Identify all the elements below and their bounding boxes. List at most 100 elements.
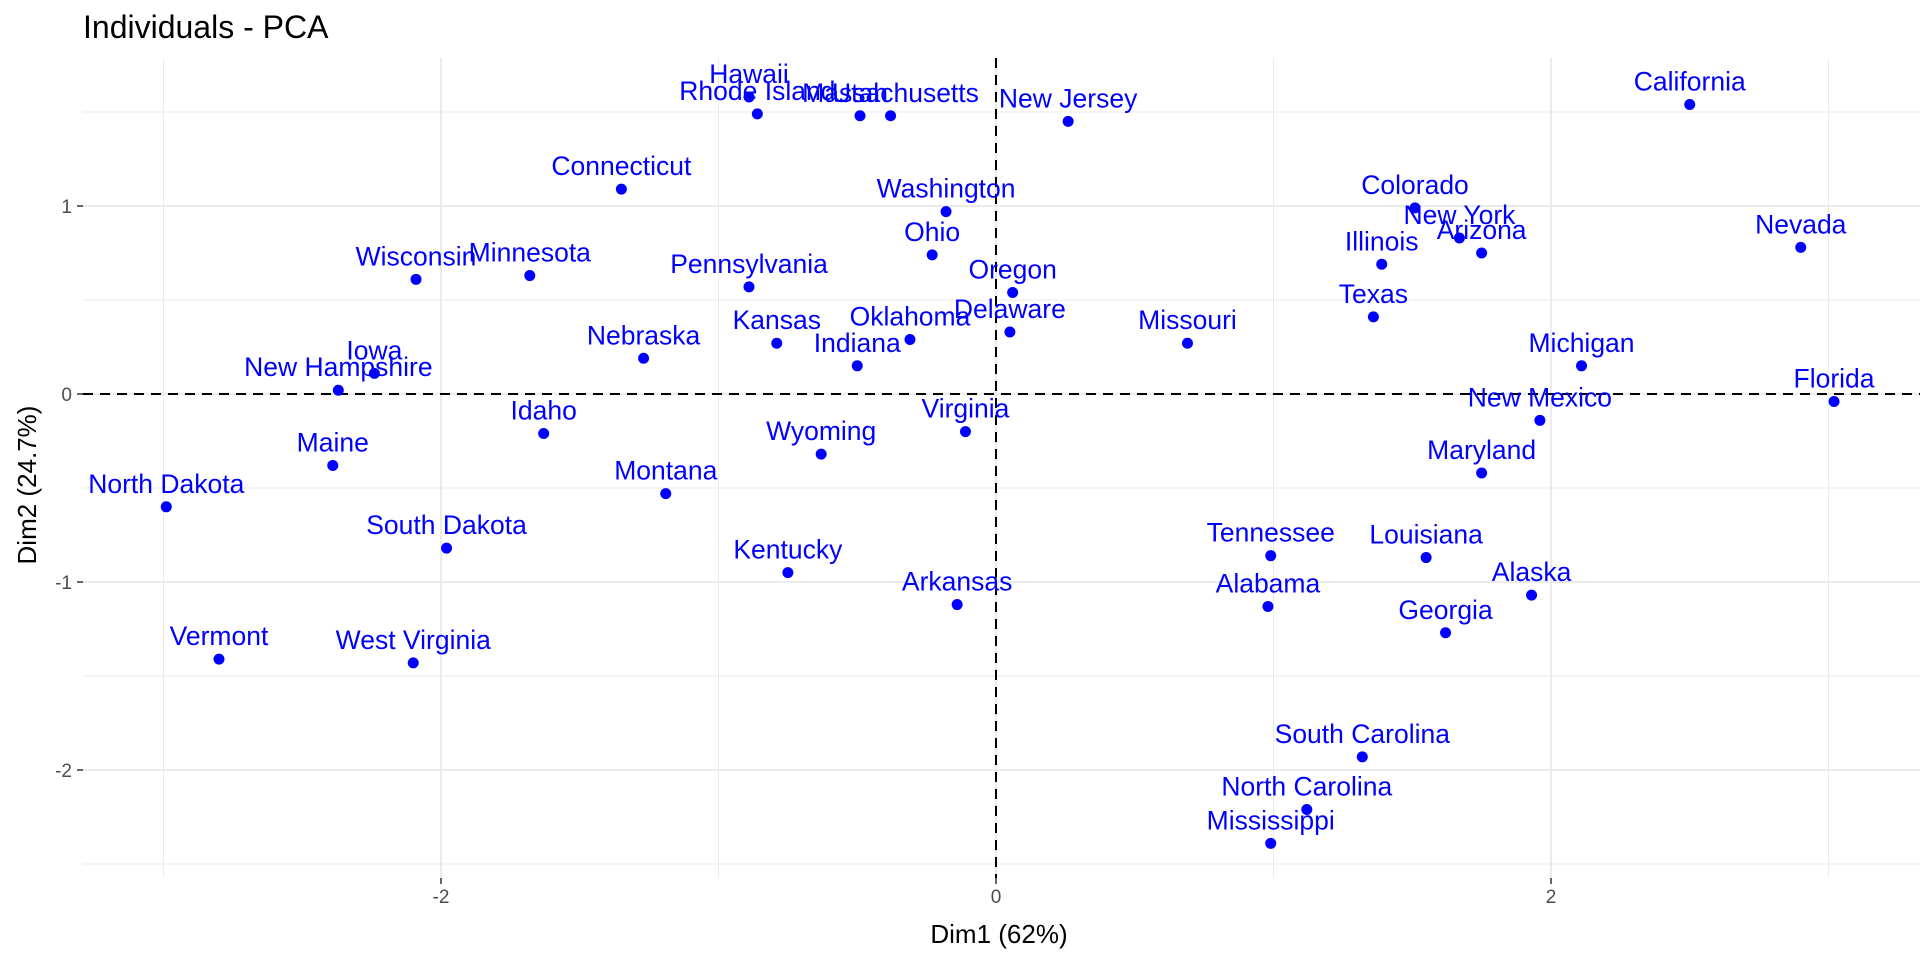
data-point xyxy=(1265,837,1277,849)
point-label: Oregon xyxy=(968,254,1056,284)
data-point xyxy=(815,448,827,460)
data-point xyxy=(660,488,672,500)
point-label: Utah xyxy=(832,78,888,108)
point-label: Minnesota xyxy=(469,238,592,268)
point-label: Maine xyxy=(297,427,369,457)
point-label: Indiana xyxy=(814,328,901,358)
point-label: Nebraska xyxy=(587,320,701,350)
point-label: Montana xyxy=(614,456,717,486)
data-point xyxy=(1265,550,1277,562)
data-point xyxy=(904,333,916,345)
point-label: Florida xyxy=(1794,364,1875,394)
data-point xyxy=(1476,467,1488,479)
data-point xyxy=(854,110,866,122)
point-label: Idaho xyxy=(511,395,577,425)
data-point xyxy=(1356,751,1368,763)
data-point xyxy=(1367,311,1379,323)
point-label: Mississippi xyxy=(1207,805,1335,835)
point-label: Louisiana xyxy=(1369,520,1483,550)
data-point xyxy=(638,352,650,364)
point-label: West Virginia xyxy=(336,625,491,655)
data-point xyxy=(1453,232,1465,244)
point-label: Oklahoma xyxy=(850,301,971,331)
data-points xyxy=(160,91,1840,849)
x-tick-label: 0 xyxy=(991,887,1002,908)
y-axis-title: Dim2 (24.7%) xyxy=(12,406,42,565)
point-label: New York xyxy=(1403,200,1516,230)
y-tick-label: -1 xyxy=(55,573,72,594)
point-label: Wyoming xyxy=(766,416,876,446)
data-point xyxy=(1440,627,1452,639)
data-point xyxy=(524,270,536,282)
x-axis-title: Dim1 (62%) xyxy=(930,919,1067,949)
point-label: New Hampshire xyxy=(244,352,433,382)
reference-lines xyxy=(83,58,1920,878)
data-point xyxy=(160,501,172,513)
data-point xyxy=(751,108,763,120)
data-point xyxy=(1576,360,1588,372)
data-point xyxy=(1007,286,1019,298)
data-point xyxy=(407,657,419,669)
point-label: South Dakota xyxy=(366,510,527,540)
point-label: Georgia xyxy=(1398,595,1493,625)
data-point xyxy=(926,249,938,261)
point-label: Tennessee xyxy=(1207,518,1335,548)
point-label: Vermont xyxy=(170,621,269,651)
data-point xyxy=(327,459,339,471)
data-point xyxy=(1301,803,1313,815)
chart-title: Individuals - PCA xyxy=(83,9,329,45)
axis-ticks: -2 0 2 -2 -1 0 1 xyxy=(55,197,1556,908)
data-point xyxy=(441,542,453,554)
point-label: Texas xyxy=(1339,279,1408,309)
point-label: Illinois xyxy=(1345,226,1419,256)
point-label: Delaware xyxy=(954,294,1066,324)
data-point xyxy=(1534,414,1546,426)
point-label: Massachusetts xyxy=(802,78,979,108)
point-label: Rhode Island xyxy=(679,76,835,106)
point-label: Nevada xyxy=(1755,209,1847,239)
data-point xyxy=(1420,552,1432,564)
point-label: California xyxy=(1634,66,1746,96)
point-label: Alabama xyxy=(1216,568,1321,598)
data-point xyxy=(959,426,971,438)
point-label: Colorado xyxy=(1361,170,1469,200)
point-label: North Dakota xyxy=(88,469,244,499)
data-point xyxy=(213,653,225,665)
y-tick-label: 0 xyxy=(61,385,72,406)
data-point xyxy=(951,599,963,611)
data-point xyxy=(1409,202,1421,214)
data-point xyxy=(1526,589,1538,601)
data-point xyxy=(615,183,627,195)
data-point xyxy=(1828,396,1840,408)
point-label: Arizona xyxy=(1437,215,1527,245)
y-tick-label: -2 xyxy=(55,761,72,782)
data-point xyxy=(1181,337,1193,349)
data-point xyxy=(1262,600,1274,612)
point-label: Wisconsin xyxy=(356,241,477,271)
data-point xyxy=(743,281,755,293)
point-label: Maryland xyxy=(1427,435,1536,465)
y-tick-label: 1 xyxy=(61,197,72,218)
data-point xyxy=(538,427,550,439)
data-point xyxy=(410,273,422,285)
x-tick-label: 2 xyxy=(1546,887,1557,908)
data-point xyxy=(1684,98,1696,110)
point-label: Hawaii xyxy=(709,59,789,89)
point-label: North Carolina xyxy=(1221,771,1392,801)
data-point xyxy=(851,360,863,372)
point-label: Washington xyxy=(877,174,1016,204)
data-point xyxy=(1476,247,1488,259)
data-point xyxy=(782,567,794,579)
point-label: South Carolina xyxy=(1275,719,1451,749)
data-point xyxy=(368,367,380,379)
point-label: Connecticut xyxy=(551,151,692,181)
point-label: New Mexico xyxy=(1468,382,1612,412)
data-point xyxy=(1376,258,1388,270)
data-point xyxy=(1795,241,1807,253)
data-point xyxy=(743,91,755,103)
point-label: Arkansas xyxy=(902,567,1012,597)
x-tick-label: -2 xyxy=(433,887,450,908)
data-point xyxy=(885,110,897,122)
